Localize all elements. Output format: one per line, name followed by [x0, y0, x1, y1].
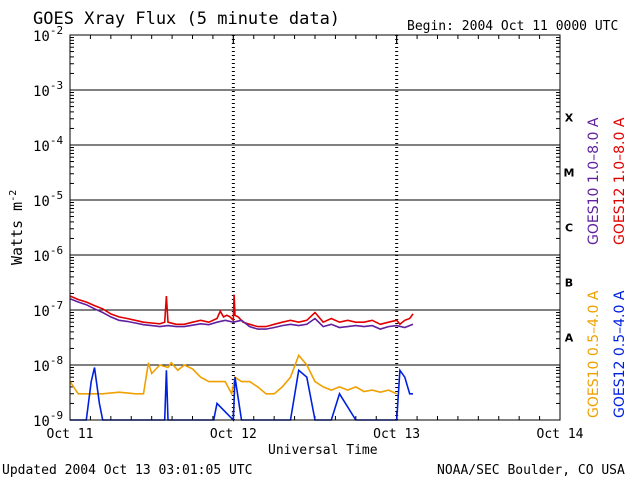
legend-right: GOES10 1.0–8.0 A GOES12 1.0–8.0 A GOES10 0…	[586, 117, 628, 418]
legend-entry: GOES10 0.5–4.0 A	[586, 290, 602, 418]
series-group	[69, 294, 414, 422]
axis-ticks	[69, 35, 561, 420]
y-tick-label: 10-2	[33, 24, 63, 45]
y-axis-labels: 10-9 10-8 10-7 10-6 10-5 10-4 10-3 10-2	[33, 24, 63, 430]
begin-label: Begin: 2004 Oct 11 0000 UTC	[407, 19, 618, 34]
legend-entry: GOES12 0.5–4.0 A	[612, 290, 628, 418]
x-tick-label: Oct 12	[210, 427, 257, 442]
flare-class-label: A	[565, 332, 574, 345]
series-line	[69, 353, 398, 397]
y-tick-label: 10-7	[33, 299, 63, 320]
y-tick-label: 10-5	[33, 189, 63, 210]
x-tick-label: Oct 13	[373, 427, 420, 442]
y-tick-label: 10-3	[33, 79, 63, 100]
y-tick-label: 10-8	[33, 354, 63, 375]
y-axis-title: Watts m-2	[8, 190, 26, 265]
credit-text: NOAA/SEC Boulder, CO USA	[437, 463, 625, 478]
flare-class-labels: X M C B A	[564, 112, 575, 345]
y-tick-label: 10-6	[33, 244, 63, 265]
flare-class-label: C	[565, 222, 573, 235]
y-tick-label: 10-4	[33, 134, 63, 155]
updated-text: Updated 2004 Oct 13 03:01:05 UTC	[2, 463, 252, 478]
plot-grid	[70, 34, 560, 421]
legend-entry: GOES10 1.0–8.0 A	[586, 117, 602, 245]
series-line	[69, 298, 414, 330]
series-line	[70, 367, 413, 422]
flare-class-label: B	[565, 277, 573, 290]
flare-class-label: M	[564, 167, 575, 180]
x-tick-label: Oct 11	[47, 427, 94, 442]
legend-entry: GOES12 1.0–8.0 A	[612, 117, 628, 245]
series-line	[69, 294, 414, 328]
chart-title: GOES Xray Flux (5 minute data)	[33, 9, 340, 29]
x-tick-label: Oct 14	[537, 427, 584, 442]
y-tick-label: 10-9	[33, 409, 63, 430]
flare-class-label: X	[565, 112, 574, 125]
x-axis-labels: Oct 11 Oct 12 Oct 13 Oct 14	[47, 427, 584, 442]
plot-frame	[69, 34, 561, 421]
x-axis-title: Universal Time	[268, 443, 378, 458]
